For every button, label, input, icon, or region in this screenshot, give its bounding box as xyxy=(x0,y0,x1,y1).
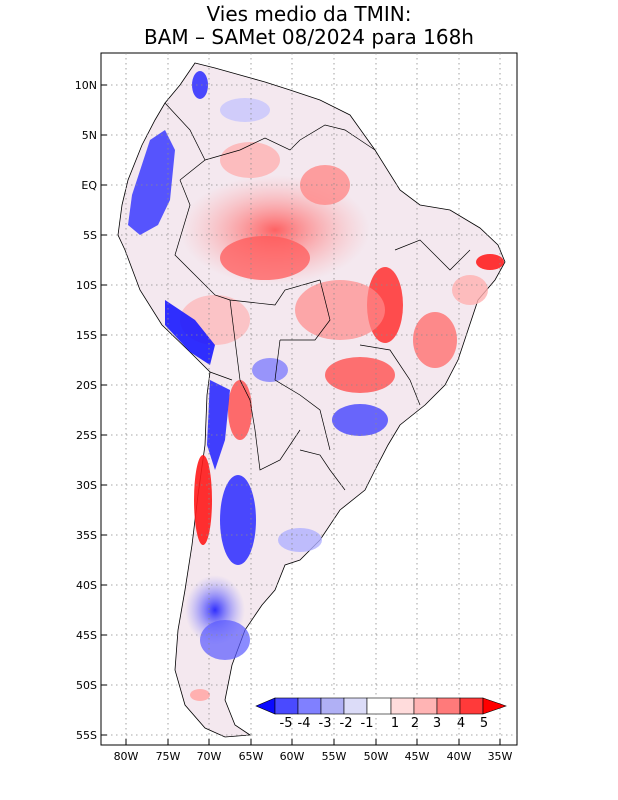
lat-label: EQ xyxy=(81,179,97,192)
colorbar-cell xyxy=(413,697,438,715)
lon-label: 50W xyxy=(364,750,389,763)
colorbar-label: 3 xyxy=(433,716,441,731)
lat-label: 55S xyxy=(76,729,97,742)
colorbar-label: -5 xyxy=(280,716,293,731)
map-title-line2: BAM – SAMet 08/2024 para 168h xyxy=(144,25,474,49)
colorbar-label: -1 xyxy=(361,716,374,731)
colorbar-cell xyxy=(390,697,415,715)
lat-label: 20S xyxy=(76,379,97,392)
colorbar-label: 1 xyxy=(391,716,399,731)
colorbar-cell xyxy=(459,697,484,715)
map-title-line1: Vies medio da TMIN: xyxy=(206,2,412,26)
lat-label: 35S xyxy=(76,529,97,542)
longitude-labels: 80W 75W 70W 65W 60W 55W 50W 45W 40W 35W xyxy=(114,750,513,763)
lat-label: 10S xyxy=(76,279,97,292)
colorbar-cell xyxy=(274,697,299,715)
lon-label: 35W xyxy=(488,750,513,763)
lat-label: 30S xyxy=(76,479,97,492)
graticule xyxy=(101,53,517,745)
lon-label: 80W xyxy=(114,750,139,763)
colorbar-label: -3 xyxy=(319,716,332,731)
lon-label: 45W xyxy=(405,750,430,763)
country-borders xyxy=(164,102,471,491)
lat-label: 25S xyxy=(76,429,97,442)
lat-label: 15S xyxy=(76,329,97,342)
colorbar-cell xyxy=(482,697,507,715)
negative-bias-areas xyxy=(128,71,388,660)
colorbar-label: 5 xyxy=(480,716,488,731)
lon-label: 65W xyxy=(239,750,264,763)
lon-label: 55W xyxy=(322,750,347,763)
lat-label: 5N xyxy=(82,129,97,142)
colorbar-cell xyxy=(343,697,368,715)
colorbar-label: -4 xyxy=(298,716,311,731)
lat-label: 10N xyxy=(75,79,97,92)
colorbar-label: 4 xyxy=(457,716,465,731)
latitude-labels: 10N 5N EQ 5S 10S 15S 20S 25S 30S 35S 40S… xyxy=(75,79,98,742)
colorbar-cell xyxy=(297,697,322,715)
lat-label: 5S xyxy=(83,229,97,242)
colorbar-cell xyxy=(320,697,345,715)
colorbar-cell xyxy=(366,697,392,715)
axis-ticks xyxy=(101,84,501,745)
colorbar-label: 2 xyxy=(411,716,419,731)
colorbar-labels: -5 -4 -3 -2 -1 1 2 3 4 5 xyxy=(280,716,489,731)
lat-label: 40S xyxy=(76,579,97,592)
colorbar-label: -2 xyxy=(340,716,353,731)
colorbar-cell xyxy=(436,697,461,715)
lon-label: 75W xyxy=(156,750,181,763)
lon-label: 40W xyxy=(447,750,472,763)
lon-label: 70W xyxy=(197,750,222,763)
colorbar xyxy=(255,697,507,715)
lon-label: 60W xyxy=(280,750,305,763)
lat-label: 45S xyxy=(76,629,97,642)
lat-label: 50S xyxy=(76,679,97,692)
